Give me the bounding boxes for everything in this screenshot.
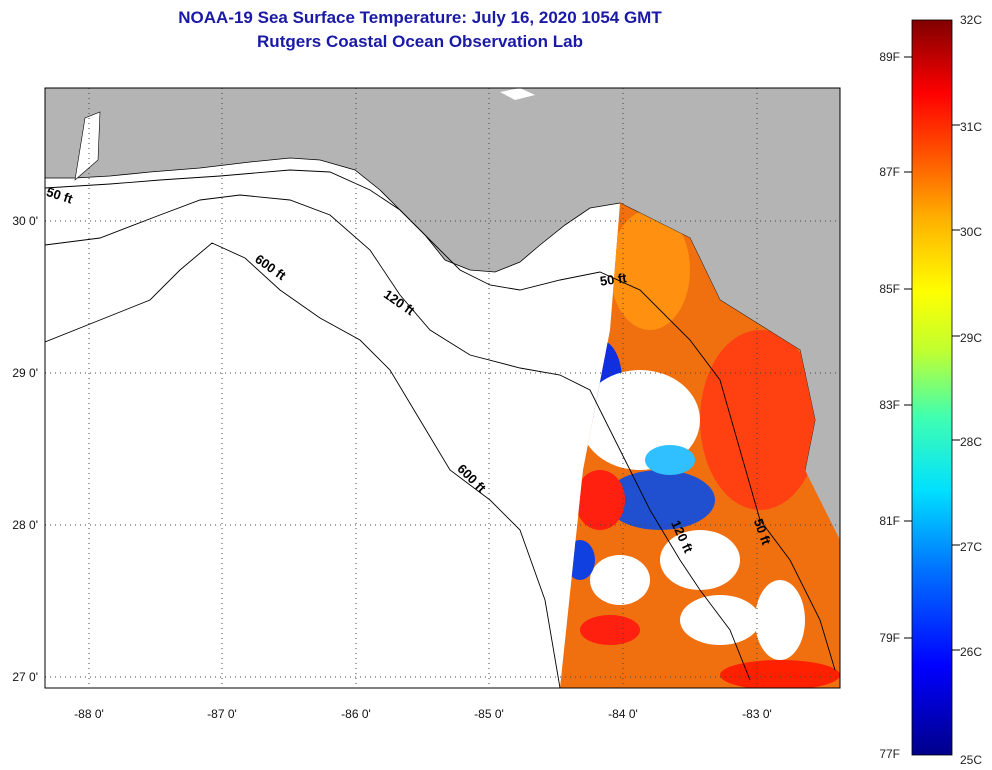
- map-subtitle: Rutgers Coastal Ocean Observation Lab: [257, 32, 583, 51]
- lat-tick-label: 28 0': [12, 518, 38, 532]
- colorbar-fahrenheit-label: 79F: [879, 631, 900, 645]
- colorbar-celsius-label: 30C: [960, 225, 982, 239]
- lon-tick-label: -86 0': [341, 707, 371, 721]
- lon-tick-label: -85 0': [474, 707, 504, 721]
- colorbar-celsius-label: 27C: [960, 540, 982, 554]
- lat-tick-label: 29 0': [12, 366, 38, 380]
- colorbar-fahrenheit-label: 81F: [879, 514, 900, 528]
- lat-tick-label: 30 0': [12, 214, 38, 228]
- colorbar-fahrenheit-label: 89F: [879, 50, 900, 64]
- lon-tick-label: -83 0': [742, 707, 772, 721]
- colorbar: [911, 19, 953, 756]
- isobath-600ft: [45, 242, 561, 688]
- graticule: [45, 88, 840, 688]
- isobath-120ft: [45, 194, 751, 681]
- colorbar-celsius-label: 32C: [960, 13, 982, 27]
- lon-tick-label: -87 0': [207, 707, 237, 721]
- colorbar-fahrenheit-label: 77F: [879, 747, 900, 761]
- colorbar-fahrenheit-label: 85F: [879, 282, 900, 296]
- colorbar-celsius-label: 28C: [960, 435, 982, 449]
- colorbar-fahrenheit-label: 83F: [879, 398, 900, 412]
- lon-tick-label: -88 0': [74, 707, 104, 721]
- colorbar-celsius-label: 25C: [960, 753, 982, 767]
- isobath-label: 50 ft: [599, 270, 628, 289]
- lat-tick-label: 27 0': [12, 670, 38, 684]
- lon-tick-label: -84 0': [608, 707, 638, 721]
- isobath-50ft: [45, 169, 836, 671]
- colorbar-celsius-label: 31C: [960, 120, 982, 134]
- colorbar-fahrenheit-label: 87F: [879, 165, 900, 179]
- map-title: NOAA-19 Sea Surface Temperature: July 16…: [178, 8, 662, 27]
- colorbar-celsius-label: 26C: [960, 645, 982, 659]
- colorbar-celsius-label: 29C: [960, 331, 982, 345]
